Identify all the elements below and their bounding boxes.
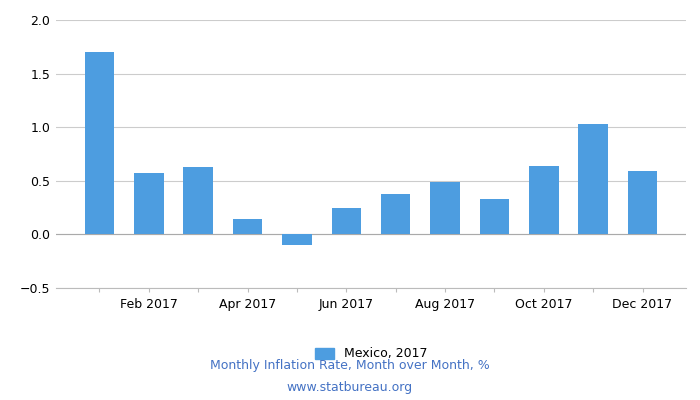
Text: www.statbureau.org: www.statbureau.org <box>287 382 413 394</box>
Bar <box>233 219 262 234</box>
Bar <box>430 182 460 234</box>
Bar <box>529 166 559 234</box>
Bar <box>282 234 312 245</box>
Bar <box>85 52 114 234</box>
Bar <box>381 194 410 234</box>
Bar <box>578 124 608 234</box>
Text: Monthly Inflation Rate, Month over Month, %: Monthly Inflation Rate, Month over Month… <box>210 360 490 372</box>
Bar <box>183 167 213 234</box>
Bar <box>332 208 361 234</box>
Bar <box>134 173 164 234</box>
Bar <box>480 199 509 234</box>
Bar <box>628 171 657 234</box>
Legend: Mexico, 2017: Mexico, 2017 <box>310 342 432 366</box>
